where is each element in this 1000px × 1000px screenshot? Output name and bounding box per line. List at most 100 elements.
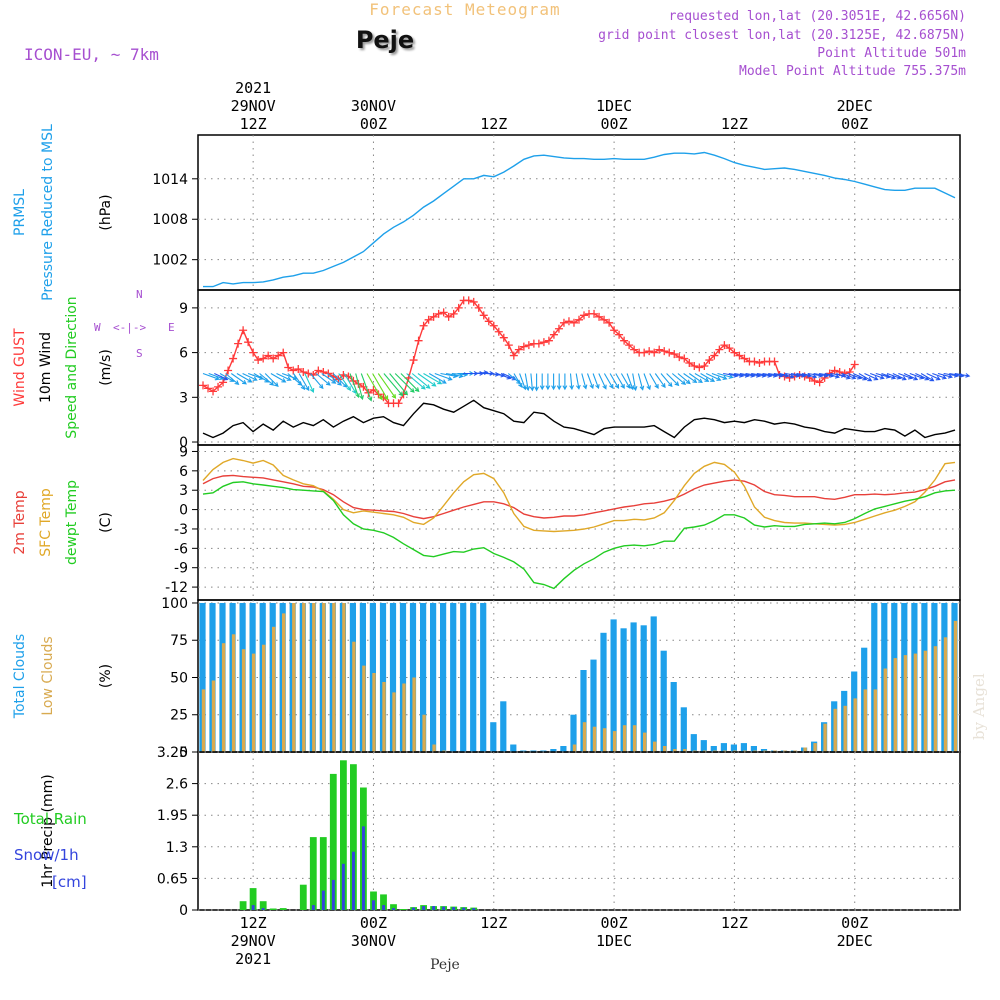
location-name: Peje bbox=[355, 26, 415, 54]
gust-marker bbox=[595, 312, 604, 321]
cloud-bar bbox=[602, 728, 607, 752]
wind-direction-arrow bbox=[309, 373, 324, 390]
wind-direction-arrow bbox=[383, 373, 404, 397]
wind-direction-arrow bbox=[711, 372, 728, 380]
cloud-bar bbox=[352, 641, 356, 752]
cloud-bar bbox=[500, 701, 507, 752]
gust-marker bbox=[569, 318, 578, 327]
pressure-axis-label: PRMSL bbox=[12, 189, 28, 236]
cloud-bar bbox=[251, 653, 256, 752]
cloud-bar bbox=[399, 603, 407, 752]
gust-marker bbox=[815, 378, 824, 387]
bottom-time-label: 12Z bbox=[240, 914, 267, 932]
wind-direction-arrow bbox=[315, 373, 331, 386]
gust-marker bbox=[539, 338, 548, 347]
gust-marker bbox=[519, 342, 528, 351]
cloud-bar bbox=[201, 689, 206, 752]
wind-direction-arrow bbox=[428, 373, 447, 384]
bottom-time-label: 29NOV bbox=[231, 932, 276, 950]
cloud-bar bbox=[432, 744, 436, 752]
gust-marker bbox=[755, 359, 764, 368]
cloud-bar bbox=[422, 714, 426, 752]
precip-bar bbox=[392, 908, 395, 910]
gust-marker bbox=[670, 350, 679, 359]
wind-direction-arrow bbox=[932, 372, 947, 380]
wind-direction-arrow bbox=[609, 373, 620, 390]
gust-marker bbox=[740, 354, 749, 363]
wind-direction-arrow bbox=[671, 373, 687, 386]
gust-marker bbox=[429, 312, 438, 321]
precip-bar bbox=[362, 826, 365, 910]
cloud-bar bbox=[643, 732, 647, 752]
wind-direction-arrow bbox=[581, 373, 588, 390]
precip-bar bbox=[319, 837, 327, 910]
meteogram-title: Forecast Meteogram bbox=[369, 0, 561, 19]
gust-marker bbox=[600, 315, 609, 324]
cloud-bar bbox=[402, 683, 406, 752]
gust-marker bbox=[705, 356, 714, 365]
cloud-bar bbox=[710, 746, 717, 752]
precip-bar bbox=[309, 837, 317, 910]
gust-marker bbox=[269, 354, 278, 363]
cloud-bar bbox=[292, 603, 296, 752]
clouds-axis-label: Total Clouds bbox=[12, 634, 28, 719]
top-time-label: 29NOV bbox=[231, 97, 276, 115]
temperature-tick-label: -12 bbox=[165, 580, 188, 596]
top-time-label: 12Z bbox=[721, 115, 748, 133]
wind-direction-arrow bbox=[620, 373, 631, 390]
cloud-bar bbox=[683, 749, 687, 752]
wind-direction-arrow bbox=[926, 372, 941, 381]
wind-direction-arrow bbox=[293, 373, 306, 391]
wind-direction-arrow bbox=[202, 372, 220, 381]
gust-marker bbox=[484, 317, 493, 326]
gust-marker bbox=[554, 324, 563, 333]
wind-direction-arrow bbox=[683, 373, 698, 384]
wind-direction-arrow bbox=[700, 373, 716, 382]
gust-marker bbox=[695, 363, 704, 372]
top-time-label: 12Z bbox=[480, 115, 507, 133]
wind-direction-arrow bbox=[954, 372, 971, 378]
cloud-bar bbox=[450, 603, 457, 752]
bottom-time-label: 12Z bbox=[721, 914, 748, 932]
wind-direction-arrow bbox=[338, 373, 352, 392]
gust-marker bbox=[219, 378, 228, 387]
clouds-tick-label: 50 bbox=[170, 670, 188, 686]
gust-marker bbox=[419, 321, 428, 330]
gust-marker bbox=[259, 354, 268, 363]
temperature-series-line bbox=[202, 457, 956, 533]
gust-marker bbox=[514, 345, 523, 354]
top-time-label: 2021 bbox=[235, 79, 271, 97]
wind-direction-arrow bbox=[824, 372, 841, 379]
wind-direction-arrow bbox=[524, 373, 531, 392]
compass-w: W bbox=[94, 321, 101, 334]
cloud-bar bbox=[480, 603, 487, 752]
gust-marker bbox=[239, 326, 248, 335]
wind-direction-arrow bbox=[562, 373, 568, 391]
top-time-label: 1DEC bbox=[596, 97, 632, 115]
wind-tick-label: 6 bbox=[179, 346, 188, 362]
cloud-bar bbox=[460, 603, 467, 752]
bottom-time-label: 00Z bbox=[601, 914, 628, 932]
wind-direction-arrow bbox=[569, 373, 575, 391]
wind-direction-arrow bbox=[836, 372, 851, 380]
cloud-bar bbox=[322, 603, 326, 752]
temperature-tick-label: -3 bbox=[174, 522, 188, 538]
precip-bar bbox=[311, 905, 315, 910]
cloud-bar bbox=[302, 603, 306, 752]
cloud-bar bbox=[720, 743, 727, 752]
cloud-bar bbox=[389, 603, 397, 752]
precip-bar bbox=[269, 908, 277, 910]
gust-marker bbox=[630, 345, 639, 354]
wind-direction-arrow bbox=[276, 373, 292, 381]
precip-tick-label: 0.65 bbox=[157, 871, 188, 887]
wind-direction-arrow bbox=[660, 373, 673, 388]
cloud-bar bbox=[670, 682, 677, 752]
cloud-bar bbox=[382, 682, 386, 752]
precip-tick-label: 2.6 bbox=[166, 777, 188, 793]
temperature-tick-label: 9 bbox=[179, 444, 188, 460]
clouds-axis-label: Low Clouds bbox=[40, 636, 56, 715]
gust-marker bbox=[675, 353, 684, 362]
gust-marker bbox=[625, 341, 634, 350]
wind-direction-arrow bbox=[903, 372, 919, 381]
